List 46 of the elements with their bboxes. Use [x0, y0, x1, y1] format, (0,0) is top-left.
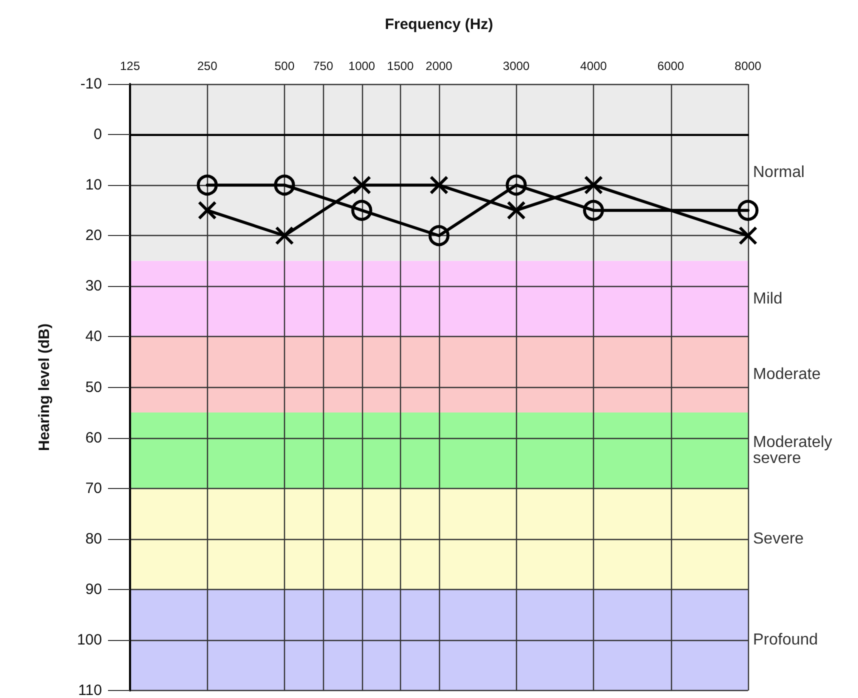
x-tick-label: 6000: [657, 59, 684, 73]
y-tick-label: 70: [85, 480, 102, 497]
point: [351, 200, 372, 221]
point: [274, 174, 295, 196]
band-label: Severe: [753, 530, 804, 548]
point: [352, 176, 372, 195]
y-tick-label: 30: [85, 278, 102, 295]
x-tick-label: 750: [313, 59, 334, 73]
point: [275, 226, 294, 246]
point: [196, 174, 218, 196]
y-tick-label: 80: [85, 530, 102, 548]
x-tick-label: 250: [197, 59, 218, 73]
point: [506, 200, 526, 220]
x-axis-title: Frequency (Hz): [384, 16, 494, 33]
y-tick-label: 0: [94, 126, 102, 144]
x-tick-label: 2000: [426, 59, 453, 73]
band-label: Normal: [753, 164, 805, 181]
point: [428, 225, 450, 246]
band-label: Moderate: [753, 366, 821, 384]
point: [583, 200, 604, 221]
x-tick-label: 3000: [502, 59, 530, 73]
x-tick-label: 1500: [387, 59, 414, 73]
point: [738, 200, 758, 221]
point: [430, 176, 448, 195]
point: [584, 176, 603, 195]
y-tick-label: 20: [85, 227, 102, 244]
x-tick-label: 8000: [734, 59, 762, 73]
point: [198, 200, 217, 220]
y-tick-label: 10: [85, 176, 102, 194]
y-tick-label: 110: [78, 682, 102, 698]
y-tick-label: 100: [76, 631, 102, 648]
band-label: Profound: [753, 631, 818, 648]
y-tick-label: 40: [85, 328, 102, 346]
x-tick-label: 4000: [580, 59, 608, 73]
point: [506, 174, 527, 196]
y-tick-label: 50: [85, 378, 102, 396]
point: [738, 226, 758, 246]
band-label: Moderately severe: [753, 434, 837, 467]
x-tick-label: 125: [120, 59, 140, 73]
y-axis-title: Hearing level (dB): [36, 323, 53, 452]
y-tick-label: 90: [85, 580, 102, 598]
band-label: Mild: [753, 290, 782, 308]
x-tick-label: 1000: [348, 59, 376, 73]
y-tick-label: -10: [80, 76, 102, 92]
y-tick-label: 60: [85, 429, 102, 446]
x-tick-label: 500: [274, 59, 295, 73]
